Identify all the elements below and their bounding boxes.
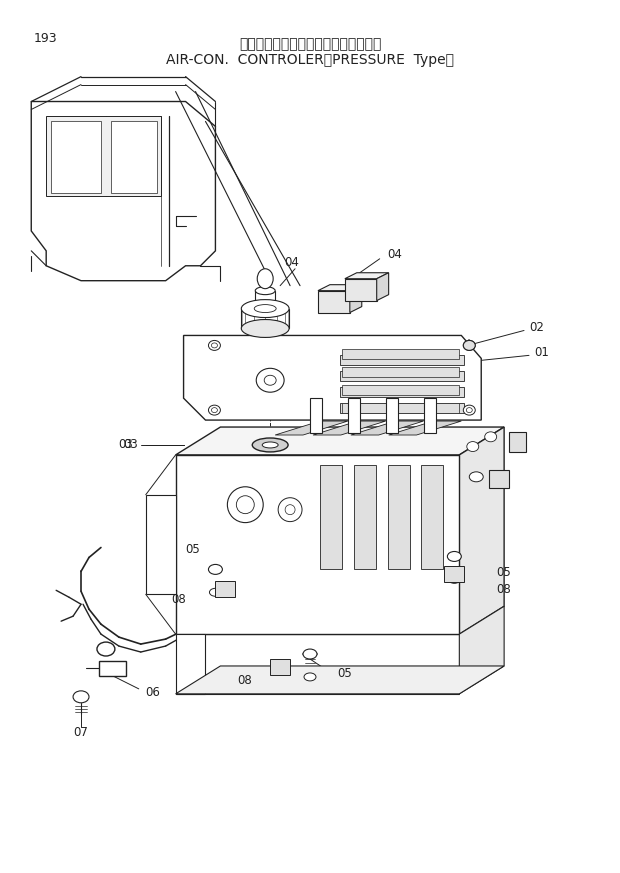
Ellipse shape <box>285 505 295 515</box>
Text: エアコンコントローラ〈外気導入式〉: エアコンコントローラ〈外気導入式〉 <box>239 37 381 51</box>
Polygon shape <box>389 421 461 435</box>
Polygon shape <box>459 606 504 694</box>
Polygon shape <box>342 385 459 395</box>
Polygon shape <box>354 464 376 569</box>
Polygon shape <box>388 464 410 569</box>
Ellipse shape <box>211 408 218 413</box>
Polygon shape <box>489 470 509 488</box>
Ellipse shape <box>257 269 273 289</box>
Ellipse shape <box>463 340 476 350</box>
Text: 06: 06 <box>146 686 161 699</box>
Ellipse shape <box>241 320 289 338</box>
Ellipse shape <box>73 691 89 703</box>
Ellipse shape <box>252 438 288 452</box>
Ellipse shape <box>303 649 317 659</box>
Text: 08: 08 <box>496 583 511 595</box>
Polygon shape <box>350 285 361 313</box>
Text: 04: 04 <box>388 248 402 261</box>
Ellipse shape <box>448 552 461 561</box>
Ellipse shape <box>466 343 472 348</box>
Ellipse shape <box>448 575 460 583</box>
Polygon shape <box>146 495 175 595</box>
Ellipse shape <box>467 442 479 451</box>
Polygon shape <box>345 278 377 300</box>
Ellipse shape <box>255 286 275 295</box>
Polygon shape <box>340 403 464 413</box>
Ellipse shape <box>469 471 483 482</box>
Polygon shape <box>111 121 157 193</box>
Polygon shape <box>351 421 423 435</box>
Text: 03: 03 <box>118 438 133 451</box>
Polygon shape <box>46 116 161 196</box>
Ellipse shape <box>264 375 276 385</box>
Polygon shape <box>99 661 126 676</box>
Text: 02: 02 <box>529 321 544 334</box>
Polygon shape <box>386 398 398 433</box>
Text: 05: 05 <box>186 543 200 556</box>
Polygon shape <box>175 634 205 694</box>
Ellipse shape <box>208 405 220 415</box>
Polygon shape <box>270 659 290 675</box>
Polygon shape <box>342 403 459 413</box>
Ellipse shape <box>463 340 476 350</box>
Ellipse shape <box>97 642 115 656</box>
Ellipse shape <box>463 405 476 415</box>
Text: AIR-CON.  CONTROLER〈PRESSURE  Type〉: AIR-CON. CONTROLER〈PRESSURE Type〉 <box>166 52 454 66</box>
Ellipse shape <box>466 408 472 413</box>
Text: 03: 03 <box>123 438 138 451</box>
Polygon shape <box>509 432 526 452</box>
Polygon shape <box>320 464 342 569</box>
Polygon shape <box>175 427 504 455</box>
Ellipse shape <box>254 305 276 313</box>
Polygon shape <box>311 398 322 433</box>
Polygon shape <box>459 427 504 634</box>
Text: 08: 08 <box>237 675 252 687</box>
Polygon shape <box>175 455 459 634</box>
Text: 05: 05 <box>337 668 352 680</box>
Polygon shape <box>215 581 236 597</box>
Ellipse shape <box>262 442 278 448</box>
Polygon shape <box>340 371 464 382</box>
Polygon shape <box>422 464 443 569</box>
Ellipse shape <box>208 340 220 350</box>
Polygon shape <box>318 285 361 291</box>
Polygon shape <box>345 272 389 278</box>
Ellipse shape <box>211 343 218 348</box>
Polygon shape <box>340 355 464 365</box>
Polygon shape <box>275 421 348 435</box>
Polygon shape <box>342 349 459 360</box>
Polygon shape <box>313 421 386 435</box>
Polygon shape <box>318 291 350 313</box>
Polygon shape <box>348 398 360 433</box>
Text: 01: 01 <box>534 346 549 359</box>
Polygon shape <box>342 368 459 377</box>
Ellipse shape <box>236 496 254 513</box>
Polygon shape <box>175 666 504 694</box>
Ellipse shape <box>278 498 302 521</box>
Polygon shape <box>51 121 101 193</box>
Polygon shape <box>424 398 436 433</box>
Ellipse shape <box>241 299 289 318</box>
Text: 08: 08 <box>171 593 185 606</box>
Ellipse shape <box>256 368 284 392</box>
Ellipse shape <box>228 487 264 523</box>
Text: 07: 07 <box>74 726 89 739</box>
Text: 04: 04 <box>285 257 299 269</box>
Text: 05: 05 <box>496 566 511 579</box>
Ellipse shape <box>208 565 223 574</box>
Polygon shape <box>377 272 389 300</box>
Polygon shape <box>445 567 464 582</box>
Ellipse shape <box>304 673 316 681</box>
Polygon shape <box>31 101 215 281</box>
Ellipse shape <box>485 432 497 442</box>
Text: 193: 193 <box>33 31 57 45</box>
Ellipse shape <box>210 588 221 596</box>
Polygon shape <box>184 335 481 420</box>
Polygon shape <box>340 388 464 397</box>
